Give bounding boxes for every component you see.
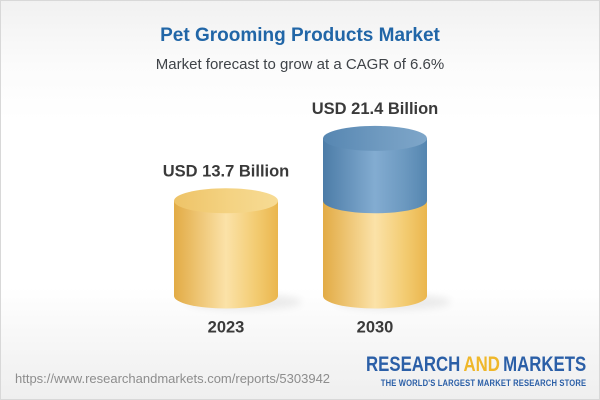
- bar-2023-category-label: 2023: [208, 319, 245, 337]
- logo-word-research: RESEARCH: [365, 353, 461, 376]
- page-title: Pet Grooming Products Market: [160, 25, 440, 46]
- page-subtitle: Market forecast to grow at a CAGR of 6.6…: [155, 56, 445, 73]
- bar-2023-body: [174, 200, 278, 309]
- bar-2030-base-segment: [323, 200, 427, 309]
- bar-2030-growth-segment: [323, 138, 427, 214]
- bar-2023: USD 13.7 Billion 2023: [163, 162, 302, 337]
- logo-tagline: THE WORLD'S LARGEST MARKET RESEARCH STOR…: [380, 378, 586, 389]
- bar-2030: USD 21.4 Billion 2030: [312, 100, 451, 337]
- report-url: https://www.researchandmarkets.com/repor…: [15, 371, 331, 386]
- bar-2030-top: [323, 125, 427, 151]
- bar-2023-value-label: USD 13.7 Billion: [163, 162, 290, 180]
- bar-chart: USD 13.7 Billion 2023 USD 21.4 Billion 2…: [163, 100, 451, 337]
- research-and-markets-logo: RESEARCH AND MARKETS THE WORLD'S LARGEST M…: [311, 354, 586, 389]
- bar-2030-value-label: USD 21.4 Billion: [312, 100, 439, 118]
- header: Pet Grooming Products Market Market fore…: [1, 1, 599, 73]
- bar-2030-category-label: 2030: [357, 319, 394, 337]
- bar-2023-top: [174, 188, 278, 214]
- logo-wordmark: RESEARCH AND MARKETS: [366, 354, 586, 375]
- logo-word-and: AND: [463, 353, 500, 376]
- logo-word-markets: MARKETS: [502, 353, 586, 376]
